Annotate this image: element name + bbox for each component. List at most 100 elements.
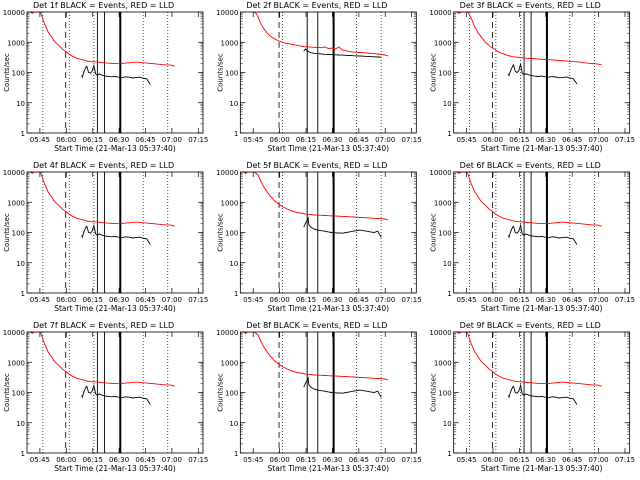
panel-title: Det 2f BLACK = Events, RED = LLD [246,1,387,10]
y-axis-label: Counts/sec [430,373,438,412]
plot-area [28,12,175,133]
x-tick-label: 06:45 [349,456,369,464]
y-axis-label: Counts/sec [430,213,438,252]
y-tick-label: 10000 [216,9,238,17]
y-tick-label: 1 [234,450,238,458]
x-tick-label: 05:45 [30,456,50,464]
x-tick-label: 06:30 [536,136,556,144]
x-tick-label: 05:45 [456,456,476,464]
x-tick-label: 05:45 [30,296,50,304]
y-tick-label: 100 [225,230,238,238]
y-tick-label: 1000 [434,199,452,207]
x-tick-label: 06:00 [56,136,76,144]
y-axis-label: Counts/sec [430,53,438,92]
y-tick-label: 1000 [7,39,25,47]
panel-title: Det 6f BLACK = Events, RED = LLD [460,161,601,170]
y-tick-label: 10 [229,260,238,268]
x-tick-label: 07:00 [588,136,608,144]
y-tick-label: 1000 [221,199,239,207]
lld-series-line [455,12,602,66]
plot-frame [26,331,204,454]
x-tick-label: 06:15 [509,456,529,464]
y-tick-label: 10000 [429,329,451,337]
panel-title: Det 8f BLACK = Events, RED = LLD [246,321,387,330]
chart-panel-1: Det 1f BLACK = Events, RED = LLD 1 10 100 10… [3,1,209,153]
plot-area [28,332,175,453]
x-tick-label: 06:45 [349,136,369,144]
x-tick-label: 07:15 [615,136,635,144]
y-tick-label: 1 [447,130,451,138]
chart-panel-6: Det 6f BLACK = Events, RED = LLD 1 10 100 10… [429,161,635,313]
plot-frame [453,171,631,294]
chart-panel-9: Det 9f BLACK = Events, RED = LLD 1 10 100 10… [429,321,635,473]
x-tick-label: 06:45 [135,456,155,464]
plot-frame [239,331,417,454]
plot-area [242,172,389,293]
x-tick-label: 06:00 [270,296,290,304]
lld-series-line [28,332,175,387]
x-tick-label: 07:15 [188,136,208,144]
plot-frame [453,11,631,134]
y-axis-label: Counts/sec [216,213,224,252]
panel-title: Det 3f BLACK = Events, RED = LLD [460,1,601,10]
lld-series-line [249,12,389,57]
x-tick-label: 07:15 [615,456,635,464]
x-tick-label: 06:15 [83,456,103,464]
x-tick-label: 06:30 [322,456,342,464]
x-axis-label: Start Time (21-Mar-13 05:37:40) [268,464,390,473]
y-tick-label: 1000 [434,359,452,367]
x-tick-label: 06:15 [509,296,529,304]
y-tick-label: 1 [21,130,25,138]
y-tick-label: 10000 [3,9,25,17]
plot-area [455,332,602,453]
lld-series-line [455,332,602,387]
y-axis-label: Counts/sec [216,373,224,412]
y-tick-label: 10 [443,420,452,428]
events-series-line [81,383,151,405]
x-tick-label: 06:15 [509,136,529,144]
events-series-line [81,63,151,85]
x-tick-label: 06:45 [135,136,155,144]
y-tick-label: 100 [225,390,238,398]
panel-title: Det 7f BLACK = Events, RED = LLD [33,321,174,330]
y-tick-label: 10000 [429,9,451,17]
y-tick-label: 10 [443,100,452,108]
plot-frame [26,11,204,134]
x-tick-label: 05:45 [30,136,50,144]
lld-series-line [28,12,175,67]
y-tick-label: 10 [443,260,452,268]
events-series-line [303,216,382,238]
y-tick-label: 1 [21,290,25,298]
plot-area [249,12,389,133]
x-tick-label: 07:15 [615,296,635,304]
x-tick-label: 06:15 [296,296,316,304]
x-tick-label: 06:00 [483,296,503,304]
chart-panel-4: Det 4f BLACK = Events, RED = LLD 1 10 100 10… [3,161,209,313]
x-tick-label: 06:00 [483,456,503,464]
plot-area [242,332,389,453]
events-series-line [507,383,578,405]
x-tick-label: 05:45 [243,456,263,464]
x-axis-label: Start Time (21-Mar-13 05:37:40) [481,304,603,313]
y-tick-label: 1 [234,130,238,138]
x-tick-label: 06:30 [109,296,129,304]
x-tick-label: 06:30 [322,296,342,304]
x-tick-label: 06:45 [562,296,582,304]
events-series-line [303,376,382,398]
y-tick-label: 10 [229,100,238,108]
x-tick-label: 07:00 [588,456,608,464]
x-tick-label: 06:45 [562,456,582,464]
lld-series-line [242,332,389,381]
plot-frame [26,171,204,294]
x-tick-label: 06:45 [349,296,369,304]
x-tick-label: 06:00 [56,456,76,464]
chart-panel-8: Det 8f BLACK = Events, RED = LLD 1 10 100 10… [216,321,422,473]
x-tick-label: 06:15 [83,296,103,304]
plot-frame [453,331,631,454]
y-tick-label: 10 [16,100,25,108]
y-tick-label: 10000 [216,169,238,177]
y-tick-label: 10 [16,260,25,268]
y-axis-label: Counts/sec [3,53,11,92]
y-tick-label: 100 [225,70,238,78]
